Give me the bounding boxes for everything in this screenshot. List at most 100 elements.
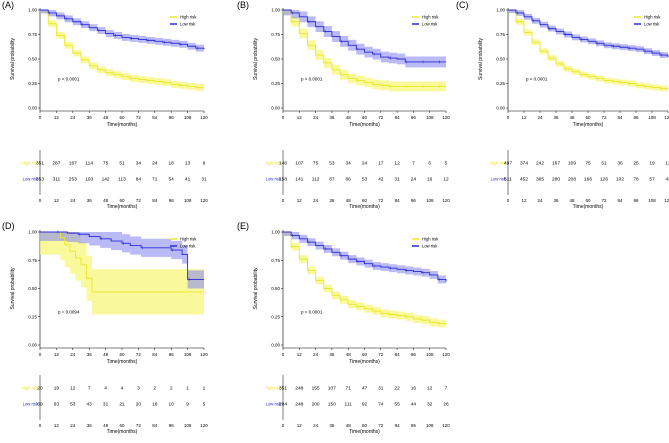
x-tick-label: 24 xyxy=(313,115,319,120)
chart-panel-5: (E) Survival probability 0.00 0.25 0.50 0.75 1… xyxy=(237,221,450,435)
risk-row-label-high: High risk xyxy=(265,161,282,166)
risk-x-axis-label: Time(months) xyxy=(107,429,138,435)
risk-count: 242 xyxy=(536,161,544,167)
risk-count: 78 xyxy=(633,177,639,183)
survival-curve-low xyxy=(40,231,204,280)
risk-count: 53 xyxy=(70,402,76,408)
y-tick-label: 0.00 xyxy=(496,106,505,111)
risk-x-tick-label: 120 xyxy=(200,198,208,203)
risk-x-tick-label: 60 xyxy=(585,198,591,203)
y-tick-label: 0.50 xyxy=(28,286,37,291)
risk-x-tick-label: 0 xyxy=(282,423,285,428)
risk-count: 25 xyxy=(633,161,639,167)
risk-count: 87 xyxy=(329,177,335,183)
risk-x-tick-label: 12 xyxy=(54,423,60,428)
risk-count: 452 xyxy=(520,177,528,183)
risk-x-tick-label: 72 xyxy=(136,198,142,203)
y-axis-label: Survival probability xyxy=(253,38,259,80)
legend-label-low: Low risk xyxy=(644,22,660,27)
x-tick-label: 108 xyxy=(184,115,192,120)
risk-count: 31 xyxy=(394,177,400,183)
legend-label-high: High risk xyxy=(644,15,661,20)
x-tick-label: 48 xyxy=(569,115,575,120)
risk-row-label-low: Low risk xyxy=(23,177,39,182)
panel-label: (B) xyxy=(237,0,249,10)
x-tick-label: 0 xyxy=(39,352,42,357)
p-value: p < 0.0001 xyxy=(301,77,323,82)
risk-x-tick-label: 120 xyxy=(442,198,450,203)
risk-x-tick-label: 108 xyxy=(648,198,656,203)
risk-row-label-high: High risk xyxy=(22,161,39,166)
risk-row-label-high: High risk xyxy=(490,161,507,166)
x-tick-label: 84 xyxy=(395,352,401,357)
risk-x-tick-label: 60 xyxy=(119,423,125,428)
risk-x-tick-label: 12 xyxy=(54,198,60,203)
risk-count: 19 xyxy=(54,386,60,392)
risk-x-tick-label: 72 xyxy=(601,198,607,203)
risk-x-axis-label: Time(months) xyxy=(349,429,380,435)
x-tick-label: 120 xyxy=(442,115,450,120)
risk-count: 200 xyxy=(312,402,320,408)
x-tick-label: 84 xyxy=(395,115,401,120)
x-tick-label: 60 xyxy=(119,115,125,120)
risk-x-tick-label: 60 xyxy=(119,198,125,203)
ci-band-low xyxy=(283,10,446,68)
y-tick-label: 0.75 xyxy=(271,32,280,37)
risk-count: 19 xyxy=(649,161,655,167)
risk-count: 102 xyxy=(616,177,624,183)
risk-count: 497 xyxy=(504,161,512,167)
y-tick-label: 1.00 xyxy=(496,8,505,13)
y-tick-label: 0.75 xyxy=(496,32,505,37)
risk-count: 12 xyxy=(394,161,400,167)
x-tick-label: 48 xyxy=(346,352,352,357)
risk-count: 24 xyxy=(411,177,417,183)
x-axis-label: Time(months) xyxy=(349,122,380,128)
risk-count: 71 xyxy=(346,386,352,392)
risk-x-tick-label: 36 xyxy=(553,198,559,203)
survival-curve-low xyxy=(40,9,205,50)
y-tick-label: 0.00 xyxy=(271,343,280,348)
risk-count: 31 xyxy=(378,386,384,392)
x-tick-label: 24 xyxy=(70,352,76,357)
risk-count: 24 xyxy=(362,161,368,167)
x-tick-label: 84 xyxy=(617,115,623,120)
x-tick-label: 0 xyxy=(39,115,42,120)
risk-count: 374 xyxy=(520,161,528,167)
y-axis-label: Survival probability xyxy=(10,267,16,309)
risk-count: 2 xyxy=(153,386,156,392)
x-axis-label: Time(months) xyxy=(573,122,604,128)
risk-count: 167 xyxy=(69,161,77,167)
risk-x-tick-label: 24 xyxy=(313,198,319,203)
chart-panel-3: (C) Survival probability 0.00 0.25 0.50 0.75 1… xyxy=(456,0,669,210)
x-tick-label: 96 xyxy=(633,115,639,120)
panel-label: (D) xyxy=(2,221,15,231)
y-tick-label: 0.50 xyxy=(28,57,37,62)
risk-count: 43 xyxy=(87,402,93,408)
x-axis-label: Time(months) xyxy=(349,359,380,365)
risk-count: 248 xyxy=(295,402,303,408)
risk-x-tick-label: 36 xyxy=(87,423,93,428)
y-axis-label: Survival probability xyxy=(253,267,259,309)
risk-x-tick-label: 108 xyxy=(184,423,192,428)
legend-label-high: High risk xyxy=(422,237,439,242)
risk-count: 6 xyxy=(428,161,431,167)
risk-count: 36 xyxy=(617,161,623,167)
risk-count: 31 xyxy=(201,177,207,183)
risk-x-tick-label: 48 xyxy=(103,423,109,428)
risk-x-tick-label: 12 xyxy=(297,423,303,428)
x-tick-label: 108 xyxy=(426,352,434,357)
risk-x-tick-label: 108 xyxy=(426,198,434,203)
risk-x-tick-label: 84 xyxy=(617,198,623,203)
risk-x-tick-label: 48 xyxy=(569,198,575,203)
risk-x-tick-label: 24 xyxy=(313,423,319,428)
risk-count: 12 xyxy=(70,386,76,392)
risk-count: 16 xyxy=(427,177,433,183)
risk-count: 71 xyxy=(152,177,158,183)
risk-count: 7 xyxy=(445,386,448,392)
risk-x-tick-label: 12 xyxy=(297,198,303,203)
p-value: p < 0.0001 xyxy=(58,77,80,82)
y-tick-label: 0.00 xyxy=(28,343,37,348)
risk-count: 311 xyxy=(53,177,61,183)
risk-count: 41 xyxy=(185,177,191,183)
